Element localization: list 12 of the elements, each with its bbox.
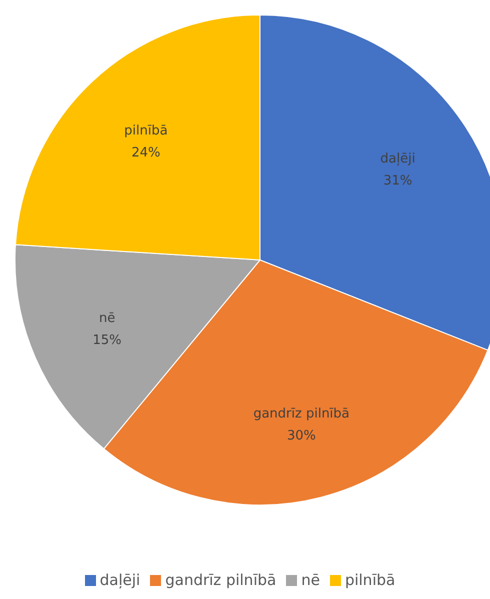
data-label: 24% <box>132 146 160 161</box>
data-label: 31% <box>383 173 412 188</box>
legend-label: pilnībā <box>344 571 396 589</box>
data-label: 15% <box>92 333 122 348</box>
legend-label: nē <box>301 571 320 589</box>
slice-label: gandrīz pilnībā <box>253 406 350 422</box>
legend-label: gandrīz pilnībā <box>165 571 276 589</box>
slice-label: daļēji <box>380 151 416 166</box>
legend-label: daļēji <box>100 571 140 589</box>
slice-label: pilnībā <box>124 124 168 139</box>
data-label: 30% <box>286 428 316 444</box>
slice-label: nē <box>98 311 116 326</box>
